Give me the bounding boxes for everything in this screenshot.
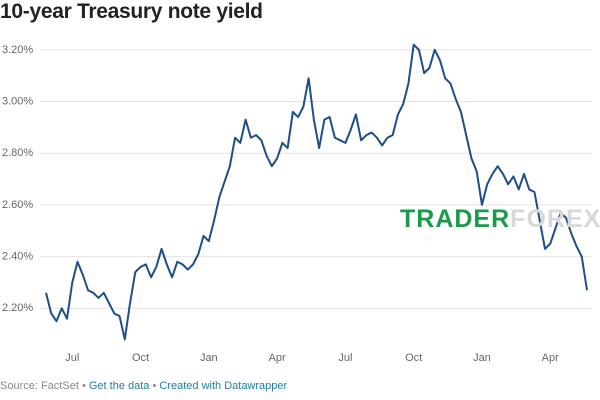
separator: • [152, 380, 157, 392]
x-tick-label: Apr [269, 352, 286, 364]
y-tick-label: 2.60% [2, 199, 33, 211]
x-tick-label: Jul [338, 352, 352, 364]
chart: 2.20% 2.40% 2.60% 2.80% 3.00% 3.20% Jul Oct Jan A… [2, 43, 592, 364]
x-tick-label: Jan [473, 352, 491, 364]
y-tick-label: 2.40% [2, 251, 33, 263]
x-tick-label: Oct [132, 352, 149, 364]
watermark-part: FOREX [510, 205, 600, 233]
footer: Source: FactSet • Get the data • Created… [0, 380, 287, 392]
x-tick-label: Jan [200, 352, 218, 364]
watermark-part: TRADER [400, 205, 511, 233]
link[interactable]: Created with Datawrapper [159, 380, 288, 392]
line [45, 43, 588, 341]
y-tick-label: 3.00% [2, 95, 33, 107]
y-tick-label: 2.80% [2, 147, 33, 159]
x-tick-label: Apr [542, 352, 559, 364]
link[interactable]: Get the data [88, 380, 150, 392]
separator: • [81, 380, 86, 392]
watermark: TRADERFOREX [400, 205, 600, 234]
y-tick-label: 3.20% [2, 44, 33, 56]
x-tick-label: Oct [405, 352, 422, 364]
x-tick-label: Jul [65, 352, 79, 364]
y-tick-label: 2.20% [2, 302, 33, 314]
chart-title: 10-year Treasury note yield [0, 0, 263, 23]
source: Source: FactSet [0, 380, 79, 392]
